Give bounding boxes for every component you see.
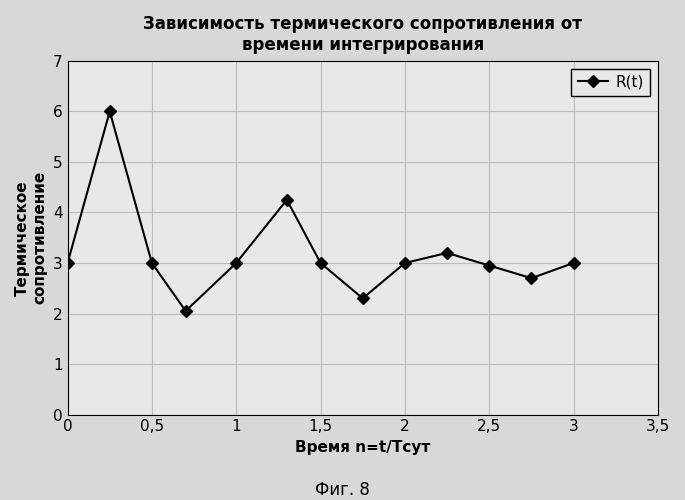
R(t): [527, 275, 536, 281]
R(t): [485, 262, 493, 268]
R(t): [232, 260, 240, 266]
Title: Зависимость термического сопротивления от
времени интегрирования: Зависимость термического сопротивления о…: [143, 15, 582, 54]
R(t): [182, 308, 190, 314]
R(t): [359, 296, 367, 302]
R(t): [569, 260, 577, 266]
X-axis label: Время n=t/Тсут: Время n=t/Тсут: [295, 440, 430, 455]
R(t): [401, 260, 409, 266]
Legend: R(t): R(t): [571, 68, 650, 96]
R(t): [443, 250, 451, 256]
R(t): [316, 260, 325, 266]
R(t): [148, 260, 156, 266]
Text: Фиг. 8: Фиг. 8: [315, 481, 370, 499]
R(t): [64, 260, 72, 266]
Line: R(t): R(t): [64, 108, 577, 315]
Y-axis label: Термическое
сопротивление: Термическое сопротивление: [15, 171, 47, 304]
R(t): [105, 108, 114, 114]
R(t): [283, 197, 291, 203]
